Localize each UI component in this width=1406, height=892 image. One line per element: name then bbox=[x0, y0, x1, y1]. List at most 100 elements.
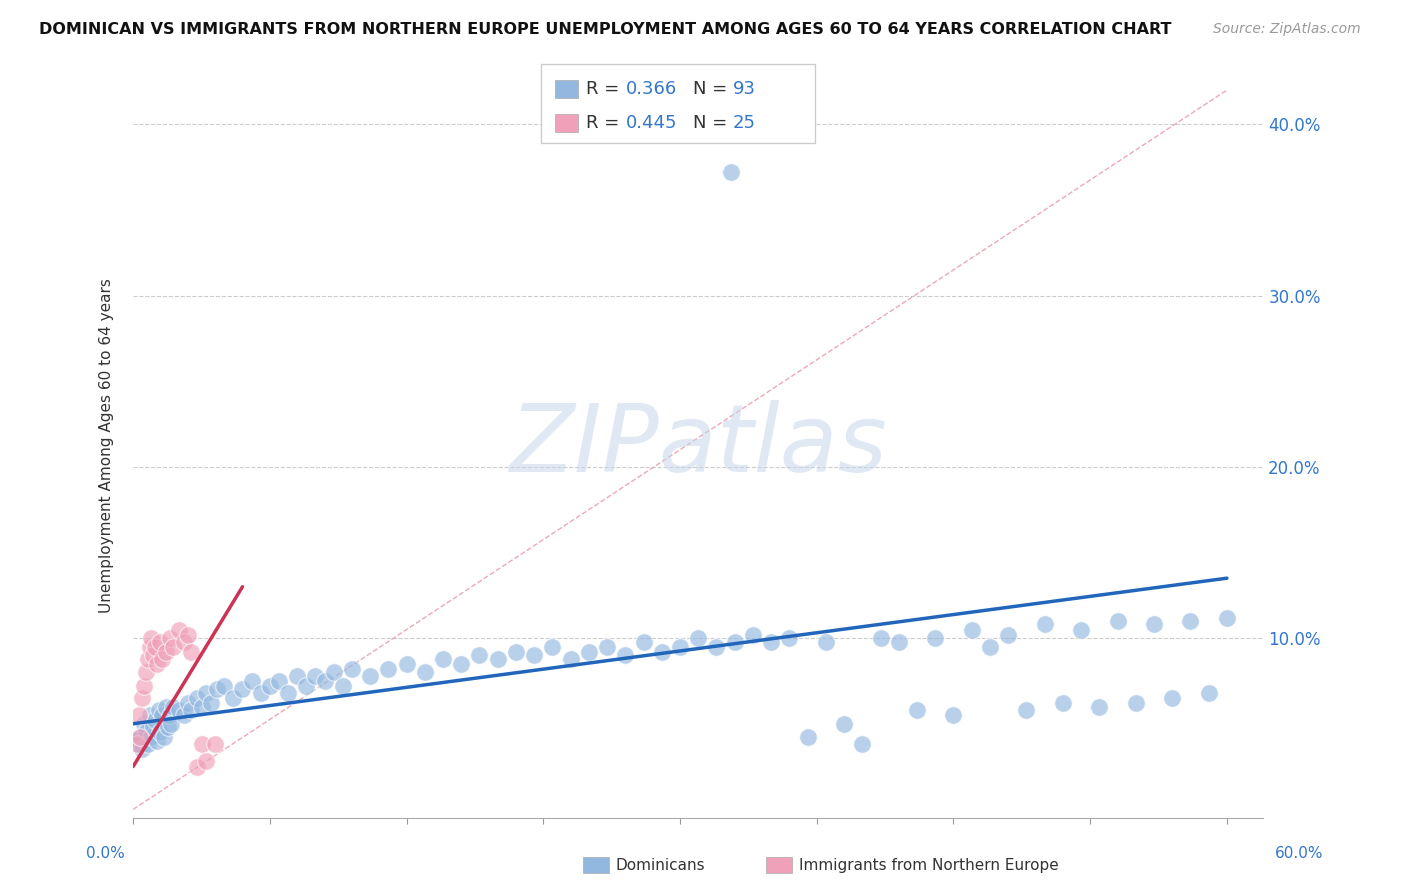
Text: R =: R = bbox=[586, 80, 626, 98]
Point bbox=[153, 731, 176, 745]
Point bbox=[359, 669, 381, 683]
Point bbox=[231, 682, 253, 697]
Point bbox=[131, 742, 153, 756]
Text: ZIPatlas: ZIPatlas bbox=[509, 400, 887, 491]
Point bbox=[1033, 617, 1056, 632]
Point bbox=[200, 696, 222, 710]
Point bbox=[177, 696, 200, 710]
Point bbox=[141, 731, 163, 745]
Point bbox=[277, 686, 299, 700]
Point bbox=[162, 699, 184, 714]
Point bbox=[997, 628, 1019, 642]
Point bbox=[142, 648, 165, 663]
Point bbox=[304, 669, 326, 683]
Point bbox=[129, 731, 152, 745]
Point bbox=[887, 634, 910, 648]
Point bbox=[724, 634, 747, 648]
Point bbox=[633, 634, 655, 648]
Point bbox=[706, 640, 728, 654]
Point bbox=[796, 731, 818, 745]
Point bbox=[240, 673, 263, 688]
Point bbox=[141, 631, 163, 645]
Point bbox=[267, 673, 290, 688]
Text: 0.445: 0.445 bbox=[626, 114, 678, 132]
Point bbox=[450, 657, 472, 671]
Text: 0.366: 0.366 bbox=[626, 80, 676, 98]
Point bbox=[332, 679, 354, 693]
Point bbox=[249, 686, 271, 700]
Point bbox=[143, 714, 166, 728]
Text: R =: R = bbox=[586, 114, 626, 132]
Point bbox=[814, 634, 837, 648]
Point bbox=[159, 631, 181, 645]
Point bbox=[1015, 703, 1038, 717]
Point bbox=[177, 628, 200, 642]
Point bbox=[186, 759, 208, 773]
Point bbox=[614, 648, 637, 663]
Point bbox=[1107, 614, 1129, 628]
Text: Dominicans: Dominicans bbox=[616, 858, 706, 872]
Point bbox=[135, 725, 157, 739]
Point bbox=[486, 651, 509, 665]
Point bbox=[195, 755, 218, 769]
Point bbox=[1143, 617, 1166, 632]
Point bbox=[1125, 696, 1147, 710]
Point bbox=[150, 651, 173, 665]
Text: 60.0%: 60.0% bbox=[1275, 847, 1323, 861]
Point bbox=[560, 651, 582, 665]
Point bbox=[285, 669, 308, 683]
Point bbox=[851, 737, 873, 751]
Point bbox=[138, 640, 160, 654]
Text: N =: N = bbox=[693, 80, 733, 98]
Point bbox=[523, 648, 546, 663]
Point bbox=[578, 645, 600, 659]
Point bbox=[195, 686, 218, 700]
Point bbox=[295, 679, 318, 693]
Point bbox=[149, 725, 172, 739]
Point bbox=[413, 665, 436, 680]
Point bbox=[688, 631, 710, 645]
Point bbox=[720, 165, 742, 179]
Point bbox=[173, 708, 195, 723]
Point bbox=[131, 691, 153, 706]
Point bbox=[979, 640, 1001, 654]
Y-axis label: Unemployment Among Ages 60 to 64 years: Unemployment Among Ages 60 to 64 years bbox=[100, 278, 114, 613]
Point bbox=[132, 679, 155, 693]
Point bbox=[128, 708, 150, 723]
Point bbox=[322, 665, 344, 680]
Point bbox=[146, 734, 169, 748]
Text: N =: N = bbox=[693, 114, 733, 132]
Text: 25: 25 bbox=[733, 114, 755, 132]
Point bbox=[669, 640, 692, 654]
Point bbox=[1070, 623, 1092, 637]
Point bbox=[155, 699, 177, 714]
Point bbox=[314, 673, 336, 688]
Point bbox=[143, 640, 166, 654]
Point bbox=[155, 645, 177, 659]
Point bbox=[1052, 696, 1074, 710]
Point bbox=[651, 645, 673, 659]
Point bbox=[1161, 691, 1184, 706]
Point bbox=[167, 623, 190, 637]
Point bbox=[132, 716, 155, 731]
Point bbox=[832, 716, 855, 731]
Point bbox=[541, 640, 564, 654]
Point bbox=[156, 720, 179, 734]
Point bbox=[149, 634, 172, 648]
Point bbox=[129, 731, 152, 745]
Text: DOMINICAN VS IMMIGRANTS FROM NORTHERN EUROPE UNEMPLOYMENT AMONG AGES 60 TO 64 YE: DOMINICAN VS IMMIGRANTS FROM NORTHERN EU… bbox=[39, 22, 1171, 37]
Point bbox=[205, 682, 228, 697]
Point bbox=[138, 708, 160, 723]
Point bbox=[128, 737, 150, 751]
Point bbox=[125, 734, 148, 748]
Point bbox=[222, 691, 245, 706]
Point bbox=[596, 640, 619, 654]
Point bbox=[395, 657, 418, 671]
Point bbox=[191, 699, 214, 714]
Point bbox=[162, 640, 184, 654]
Point bbox=[160, 716, 183, 731]
Point bbox=[146, 657, 169, 671]
Point bbox=[1180, 614, 1202, 628]
Point bbox=[741, 628, 763, 642]
Point bbox=[159, 708, 181, 723]
